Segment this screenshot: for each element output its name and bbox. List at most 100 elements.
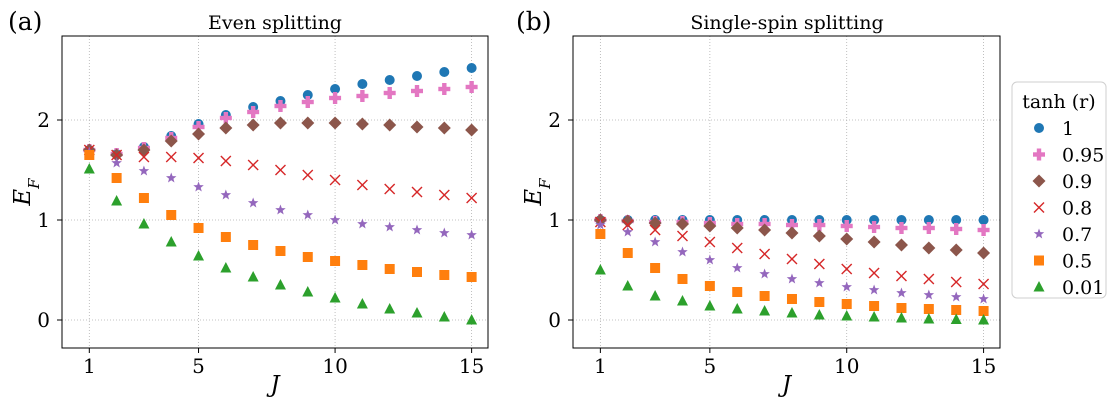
data-point <box>923 273 935 285</box>
data-point <box>950 223 963 235</box>
data-point <box>785 226 799 240</box>
data-point <box>923 215 934 225</box>
data-point <box>138 193 149 203</box>
data-point <box>703 219 717 233</box>
legend-title: tanh (r) <box>1022 91 1095 113</box>
data-point <box>412 267 422 277</box>
data-point <box>356 179 368 191</box>
data-point <box>465 81 478 93</box>
data-point <box>84 150 95 160</box>
data-point <box>759 291 770 301</box>
data-point <box>978 314 990 325</box>
data-point <box>677 246 688 257</box>
data-point <box>649 224 661 236</box>
series-0.01 <box>594 264 990 325</box>
legend-marker <box>1032 174 1046 188</box>
data-point <box>247 271 259 282</box>
data-point <box>330 256 341 266</box>
legend-entry: 0.01 <box>1062 277 1104 299</box>
data-point <box>411 85 423 97</box>
data-point <box>219 121 233 135</box>
data-point <box>704 236 716 248</box>
data-point <box>111 157 122 168</box>
data-point <box>950 313 962 324</box>
data-point <box>138 165 150 176</box>
data-point <box>922 222 935 234</box>
data-point <box>595 219 606 230</box>
series-0.7 <box>84 146 477 240</box>
data-point <box>83 163 95 174</box>
data-point <box>466 314 478 325</box>
data-point <box>896 215 907 225</box>
data-point <box>410 120 424 134</box>
data-point <box>923 313 935 324</box>
data-point <box>759 268 770 279</box>
data-point <box>138 151 150 163</box>
series-0.7 <box>595 219 989 304</box>
data-point <box>465 123 479 137</box>
data-point <box>786 307 798 318</box>
data-point <box>329 92 342 104</box>
data-point <box>355 117 369 131</box>
data-point <box>814 277 825 288</box>
data-point <box>274 164 286 176</box>
data-point <box>438 189 450 201</box>
data-point <box>813 258 825 270</box>
legend-marker <box>1033 202 1045 213</box>
data-point <box>978 278 990 290</box>
y-tick-label: 1 <box>548 208 561 232</box>
x-tick-label: 5 <box>703 354 716 378</box>
legend-entry: 0.8 <box>1062 198 1092 220</box>
data-point <box>411 224 423 235</box>
data-point <box>412 71 422 81</box>
data-point <box>896 303 907 313</box>
data-point <box>841 299 852 309</box>
data-point <box>759 248 771 260</box>
data-point <box>786 273 798 284</box>
data-point <box>438 311 450 322</box>
data-point <box>704 281 715 291</box>
data-point <box>411 186 423 198</box>
data-point <box>895 222 908 234</box>
data-point <box>951 215 962 225</box>
data-point <box>356 298 368 309</box>
series-0.8 <box>594 216 990 290</box>
data-point <box>356 90 369 102</box>
data-point <box>621 214 635 228</box>
data-point <box>111 195 123 206</box>
data-point <box>950 276 962 288</box>
data-point <box>302 252 313 262</box>
data-point <box>977 246 991 260</box>
legend-box <box>1011 81 1107 299</box>
data-point <box>247 106 260 118</box>
legend-marker <box>1034 255 1044 266</box>
data-point <box>248 240 259 250</box>
plot-frame <box>61 35 489 349</box>
legend: tanh (r) 1 0.95 0.9 0.8 0.7 0.5 0.01 <box>1011 81 1107 299</box>
data-point <box>896 287 907 298</box>
series-0.8 <box>83 144 478 204</box>
data-point <box>438 83 451 95</box>
data-point <box>840 220 853 232</box>
data-point <box>868 284 880 295</box>
data-point <box>193 181 204 192</box>
data-point <box>977 224 990 236</box>
y-axis-label-1: EF <box>521 178 554 207</box>
data-point <box>384 183 396 195</box>
data-point <box>273 116 287 130</box>
series-0.9 <box>593 213 991 260</box>
data-point <box>978 215 989 225</box>
y-tick-label: 1 <box>37 208 50 232</box>
series-0.5 <box>595 229 989 316</box>
data-point <box>302 90 313 100</box>
data-point <box>193 223 204 233</box>
x-tick-label: 5 <box>192 354 205 378</box>
data-point <box>677 274 688 284</box>
legend-marker <box>1033 228 1045 239</box>
data-point <box>219 112 232 124</box>
legend-marker <box>1033 281 1045 292</box>
data-point <box>813 309 825 320</box>
data-point <box>330 84 341 94</box>
